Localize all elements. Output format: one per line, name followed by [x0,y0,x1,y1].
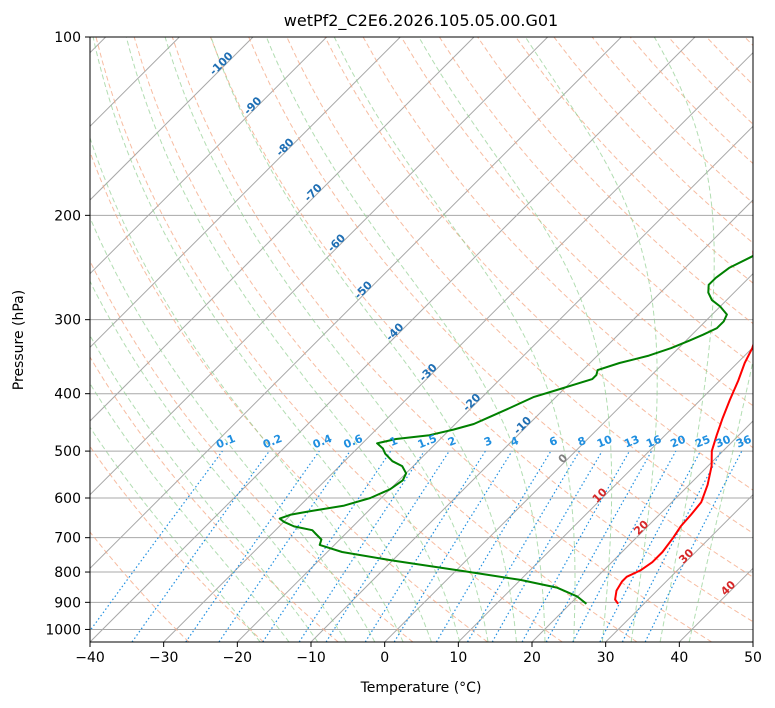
y-tick-label: 100 [54,30,81,46]
moist-adiabat [265,37,546,642]
dry-adiabat [95,37,563,642]
isotherm-gridline [236,125,753,642]
mixing-ratio-line [393,450,513,642]
dry-adiabat [324,37,753,491]
moist-adiabat [653,37,715,642]
x-tick-label: 0 [380,650,389,666]
dry-adiabat [515,37,753,284]
y-tick-label: 700 [54,531,81,547]
y-tick-label: 200 [54,208,81,224]
isotherm-gridline [90,37,696,642]
mixing-ratio-line [131,450,270,642]
temperature-line [614,247,753,605]
y-tick-label: 400 [54,387,81,403]
mixing-ratio-line [325,450,450,642]
mixing-ratio-line [262,450,392,642]
mixing-ratio-label: 1 [388,434,400,449]
dry-adiabat [171,37,712,642]
moist-adiabat [90,280,347,642]
mixing-ratio-label: 30 [714,433,733,451]
dry-adiabat [248,37,753,578]
dry-adiabat [90,150,488,642]
dry-adiabat [90,356,339,642]
x-tick-label: −10 [296,650,326,666]
mixing-ratio-label: 3 [482,434,494,449]
moist-adiabat [90,136,404,642]
moist-adiabat [418,37,613,642]
moist-adiabat [210,37,517,642]
moist-adiabat [333,37,576,642]
x-axis-label: Temperature (°C) [360,680,482,696]
y-axis-label: Pressure (hPa) [11,290,27,390]
mixing-ratio-line [90,450,223,632]
x-tick-label: 10 [449,650,467,666]
isotherm-gridline [90,37,549,496]
dry-adiabat [438,37,753,366]
y-tick-label: 1000 [45,622,81,638]
moist-adiabat [92,37,432,642]
mixing-ratio-label: 2 [446,434,458,449]
mixing-ratio-line [218,450,351,642]
mixing-ratio-line [185,450,320,642]
isotherm-gridline [90,37,254,201]
x-tick-label: 40 [670,650,688,666]
y-tick-label: 600 [54,491,81,507]
mixing-ratio-label: 20 [668,433,687,451]
dry-adiabat [210,37,753,623]
mixing-ratio-line [545,450,653,642]
moist-adiabat [688,358,753,642]
dewpoint-line [278,254,753,605]
plot-background [90,37,753,642]
isotherm-gridline [752,641,753,642]
x-tick-label: 20 [523,650,541,666]
isotherm-gridline [384,272,753,642]
isotherm-gridline [457,346,753,642]
mixing-ratio-label: 16 [644,433,663,451]
x-tick-label: −30 [149,650,179,666]
x-tick-label: 30 [597,650,615,666]
moist-adiabat [90,334,319,642]
moist-adiabat [125,37,461,642]
mixing-ratio-line [572,450,677,642]
dry-adiabat [400,37,753,407]
plot-frame [89,36,754,643]
mixing-ratio-line [298,450,425,642]
y-tick-label: 500 [54,444,81,460]
mixing-ratio-label: 10 [595,433,614,451]
dry-adiabat [133,37,638,642]
moist-adiabat [90,216,376,642]
moist-adiabat [90,382,290,642]
dry-adiabat [90,531,190,642]
mixing-ratio-line [644,450,743,642]
moist-adiabat [164,37,489,642]
y-tick-label: 900 [54,595,81,611]
dry-adiabat [90,259,414,642]
isotherm-gridline [163,51,753,642]
isotherm-gridline [90,37,401,349]
mixing-ratio-line [521,450,631,642]
isotherm-gridline [90,37,475,422]
mixing-ratio-label: 36 [734,433,753,451]
isotherm-gridline [605,493,753,642]
x-tick-label: −40 [75,650,105,666]
isotherm-gridline [531,420,753,642]
y-tick-label: 800 [54,565,81,581]
y-tick-label: 300 [54,313,81,329]
x-tick-label: −20 [223,650,253,666]
moist-adiabat [524,37,658,642]
x-tick-label: 50 [744,650,762,666]
mixing-ratio-label: 25 [693,433,712,451]
chart-title: wetPf2_C2E6.2026.105.05.00.G01 [284,11,558,31]
isotherm-gridline [90,37,328,275]
mixing-ratio-label: 8 [576,434,588,449]
mixing-ratio-label: 13 [622,433,641,451]
dry-adiabat [90,445,264,642]
moist-adiabat [90,426,261,642]
isotherm-gridline [90,37,622,570]
